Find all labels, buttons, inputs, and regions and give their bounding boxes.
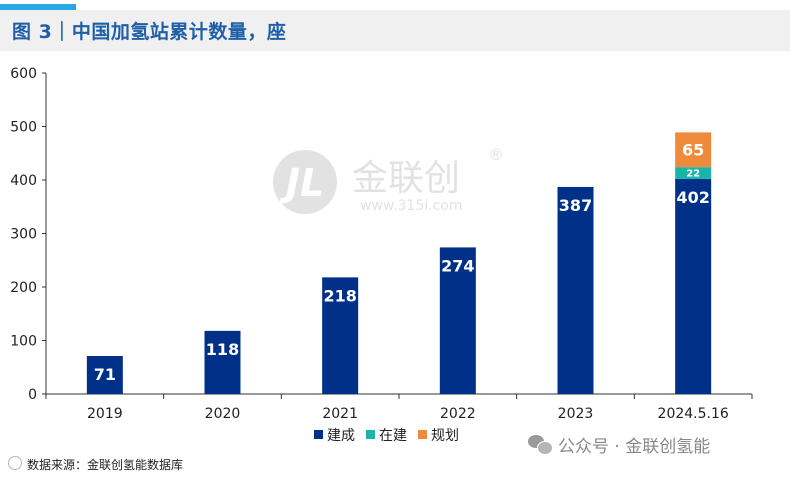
figure-title: 图 3｜中国加氢站累计数量，座 [12,21,287,43]
x-tick-label: 2020 [205,406,241,422]
data-label: 274 [441,256,474,275]
data-label: 71 [94,365,116,384]
y-tick-label: 200 [10,280,37,296]
chart-axes: 0 100 200 300 400 500 600 2019 2020 2021 2022 2023 2… [10,66,753,422]
title-accent-bar [0,4,76,10]
data-label: 65 [682,141,704,160]
bar-segment [204,330,241,394]
data-label: 22 [686,169,700,180]
data-source-note: 数据来源：金联创氢能数据库 [27,458,184,472]
watermark-brand: 金联创 [352,158,460,199]
x-tick-label: 2023 [558,406,594,422]
bar-segment [86,356,123,394]
legend-label: 在建 [379,428,407,444]
wechat-icon [528,434,553,455]
y-tick-label: 600 [10,66,37,82]
source-bullet-icon [8,456,22,470]
watermark-logo-icon [273,150,337,214]
bar-segment [675,178,712,394]
bar-segment [675,132,712,168]
legend-swatch [366,430,375,439]
x-tick-label: 2022 [440,406,476,422]
legend-swatch [314,430,323,439]
chart-legend: 建成 在建 规划 [314,428,459,444]
data-label: 218 [323,286,356,305]
y-tick-label: 0 [28,387,37,403]
y-tick-label: 300 [10,227,37,243]
bar-segment [557,186,594,394]
figure-header: 图 3｜中国加氢站累计数量，座 [0,10,790,51]
x-tick-label: 2019 [87,406,123,422]
legend-swatch [418,430,427,439]
x-tick-label: 2021 [322,406,358,422]
wechat-account-badge: 公众号 · 金联创氢能 [528,432,710,457]
hydrogen-station-bar-chart: JL 金联创 ® www.315i.com 0 100 200 300 400 500 60… [10,66,753,444]
data-label: 118 [206,340,239,359]
legend-label: 建成 [327,428,355,444]
watermark-url: www.315i.com [360,198,462,214]
watermark-logo-mark: JL [279,161,324,205]
chart-bars: 71 118 218 274 387 402 22 65 [86,132,712,394]
bar-segment [439,247,476,394]
watermark: JL 金联创 ® www.315i.com [273,145,504,214]
legend-label: 规划 [431,428,459,444]
bar-segment [322,277,359,394]
y-tick-label: 100 [10,334,37,350]
data-label: 402 [676,188,709,207]
wechat-account-label: 公众号 · 金联创氢能 [558,437,711,457]
bar-segment [675,167,712,179]
y-tick-label: 400 [10,173,37,189]
y-tick-label: 500 [10,120,37,136]
watermark-registered: ® [488,145,504,164]
data-label: 387 [559,196,592,215]
x-tick-label: 2024.5.16 [658,406,729,422]
